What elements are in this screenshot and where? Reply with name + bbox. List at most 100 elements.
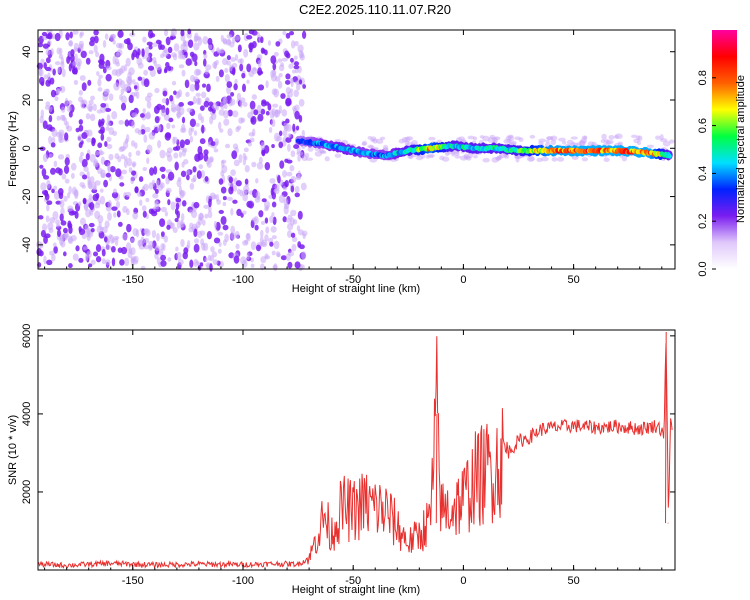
colorbar-tick-label: 0.8 bbox=[697, 70, 709, 85]
noise-speckle bbox=[257, 70, 264, 75]
noise-speckle bbox=[58, 129, 65, 138]
noise-speckle bbox=[108, 153, 114, 161]
noise-speckle bbox=[277, 80, 283, 89]
noise-speckle bbox=[41, 31, 48, 37]
noise-speckle bbox=[143, 229, 148, 235]
noise-speckle bbox=[278, 194, 286, 204]
noise-speckle bbox=[146, 157, 150, 165]
noise-speckle bbox=[188, 226, 195, 233]
noise-speckle bbox=[246, 35, 253, 40]
noise-speckle bbox=[246, 79, 250, 84]
noise-speckle bbox=[297, 155, 301, 162]
spectrogram-x-axis-label: Height of straight line (km) bbox=[292, 283, 420, 295]
noise-speckle bbox=[218, 121, 222, 130]
noise-speckle bbox=[195, 122, 200, 127]
noise-speckle bbox=[87, 79, 92, 86]
noise-speckle bbox=[137, 191, 142, 197]
x-tick-label: 0 bbox=[460, 274, 466, 286]
noise-speckle bbox=[160, 206, 167, 213]
noise-speckle bbox=[270, 55, 277, 65]
noise-speckle bbox=[89, 113, 96, 122]
noise-speckle bbox=[106, 121, 111, 127]
noise-speckle bbox=[260, 47, 265, 54]
noise-speckle bbox=[148, 131, 155, 140]
noise-speckle bbox=[208, 198, 212, 208]
noise-speckle bbox=[139, 199, 143, 206]
noise-speckle bbox=[100, 126, 105, 134]
colorbar-tick-label: 0.0 bbox=[697, 261, 709, 276]
noise-speckle bbox=[108, 127, 115, 136]
noise-speckle bbox=[183, 45, 188, 52]
noise-speckle bbox=[178, 64, 185, 69]
noise-speckle bbox=[181, 116, 186, 124]
noise-speckle bbox=[175, 197, 182, 203]
noise-speckle bbox=[60, 220, 67, 226]
noise-speckle bbox=[173, 43, 180, 52]
noise-speckle bbox=[152, 42, 158, 48]
noise-speckle bbox=[242, 158, 247, 166]
noise-speckle bbox=[45, 215, 50, 223]
colorbar-ticks: 0.0 0.2 0.4 0.6 0.8 bbox=[697, 70, 716, 277]
noise-speckle bbox=[251, 94, 258, 100]
noise-speckle bbox=[106, 136, 112, 143]
noise-speckle bbox=[269, 178, 276, 184]
snr-x-axis: -150 -100 -50 0 50 bbox=[44, 330, 663, 587]
noise-speckle bbox=[270, 226, 277, 233]
snr-frame bbox=[37, 329, 676, 571]
noise-speckle bbox=[283, 122, 288, 130]
noise-speckle bbox=[111, 111, 118, 120]
noise-speckle bbox=[280, 62, 285, 67]
noise-speckle bbox=[135, 91, 140, 99]
noise-speckle bbox=[181, 161, 185, 168]
noise-speckle bbox=[283, 198, 289, 207]
noise-speckle bbox=[294, 192, 300, 198]
noise-speckle bbox=[189, 84, 196, 92]
noise-speckle bbox=[290, 209, 297, 217]
noise-speckle bbox=[291, 236, 298, 243]
noise-speckle bbox=[213, 194, 217, 200]
halo-speckle bbox=[566, 139, 574, 145]
noise-speckle bbox=[246, 252, 250, 260]
noise-speckle bbox=[277, 58, 283, 63]
noise-speckle bbox=[292, 69, 297, 74]
noise-speckle bbox=[290, 185, 295, 193]
noise-speckle bbox=[279, 160, 285, 169]
noise-speckle bbox=[219, 48, 225, 54]
noise-speckle bbox=[258, 156, 263, 164]
noise-speckle bbox=[165, 150, 171, 158]
noise-speckle bbox=[232, 199, 238, 204]
noise-speckle bbox=[198, 213, 205, 221]
noise-speckle bbox=[130, 140, 136, 147]
noise-speckle bbox=[254, 224, 259, 231]
noise-speckle bbox=[260, 256, 267, 264]
noise-speckle bbox=[159, 182, 165, 189]
noise-speckle bbox=[277, 175, 281, 184]
noise-speckle bbox=[276, 253, 281, 258]
halo-speckle bbox=[558, 137, 566, 142]
noise-speckle bbox=[297, 210, 303, 220]
noise-speckle bbox=[224, 67, 229, 73]
noise-speckle bbox=[104, 220, 110, 229]
noise-speckle bbox=[79, 75, 86, 81]
noise-speckle bbox=[110, 246, 116, 253]
noise-speckle bbox=[126, 157, 132, 167]
noise-speckle bbox=[67, 235, 73, 243]
noise-speckle bbox=[135, 150, 141, 156]
noise-speckle bbox=[201, 124, 205, 134]
noise-speckle bbox=[154, 201, 160, 210]
noise-speckle bbox=[221, 164, 228, 174]
noise-speckle bbox=[105, 88, 110, 94]
noise-speckle bbox=[202, 36, 209, 45]
noise-speckle bbox=[149, 33, 156, 38]
noise-speckle bbox=[212, 259, 219, 265]
noise-speckle bbox=[95, 192, 100, 200]
noise-speckle bbox=[111, 257, 116, 267]
halo-speckle bbox=[459, 155, 468, 161]
noise-speckle bbox=[207, 254, 212, 262]
halo-speckle bbox=[662, 140, 671, 147]
noise-speckle bbox=[167, 257, 172, 262]
noise-speckle bbox=[124, 119, 130, 127]
noise-speckle bbox=[66, 104, 72, 113]
noise-speckle bbox=[229, 98, 236, 106]
noise-speckle bbox=[81, 158, 88, 168]
